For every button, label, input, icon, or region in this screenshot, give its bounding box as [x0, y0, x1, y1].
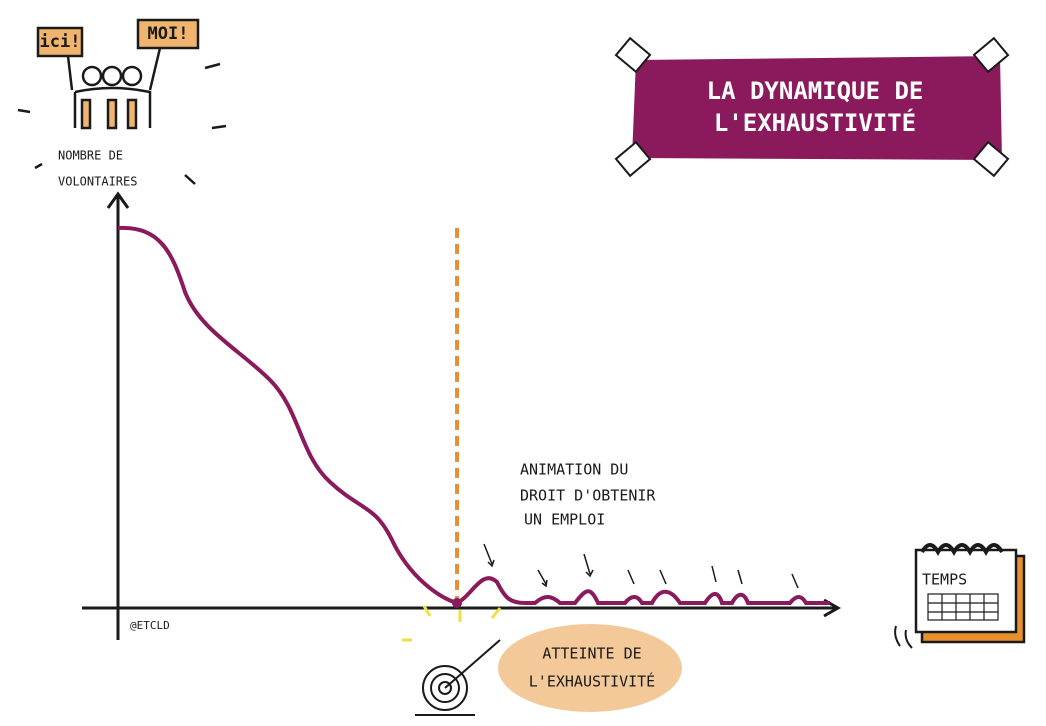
annotation: DROIT D'OBTENIR [520, 487, 656, 505]
sign-text: MOI! [148, 24, 189, 44]
y-axis-label: NOMBRE DE [58, 149, 123, 163]
credit: @ETCLD [130, 619, 170, 632]
milestone-label: ATTEINTE DE [542, 645, 641, 663]
volunteer-curve [118, 228, 830, 603]
x-axis-label: TEMPS [922, 571, 967, 589]
title: L'EXHAUSTIVITÉ [714, 108, 916, 137]
milestone-dot [452, 598, 462, 608]
milestone-bubble [498, 624, 682, 712]
target-icon [402, 606, 500, 715]
annotation: UN EMPLOI [524, 511, 605, 529]
title-banner [616, 38, 1008, 176]
diagram: ici! MOI! NOMBRE DE VOLONTAIRES LA DYNAM… [0, 0, 1046, 726]
axes [82, 194, 838, 640]
sign-text: ici! [40, 32, 81, 52]
bump-arrows [484, 544, 798, 588]
annotation: ANIMATION DU [520, 461, 628, 479]
y-axis-label: VOLONTAIRES [58, 175, 137, 189]
milestone-label: L'EXHAUSTIVITÉ [529, 672, 655, 691]
calendar-icon [895, 545, 1024, 648]
title: LA DYNAMIQUE DE [707, 77, 924, 105]
